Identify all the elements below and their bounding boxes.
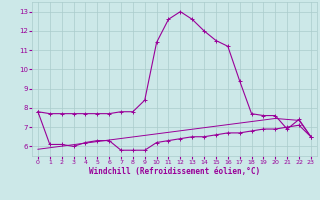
- X-axis label: Windchill (Refroidissement éolien,°C): Windchill (Refroidissement éolien,°C): [89, 167, 260, 176]
